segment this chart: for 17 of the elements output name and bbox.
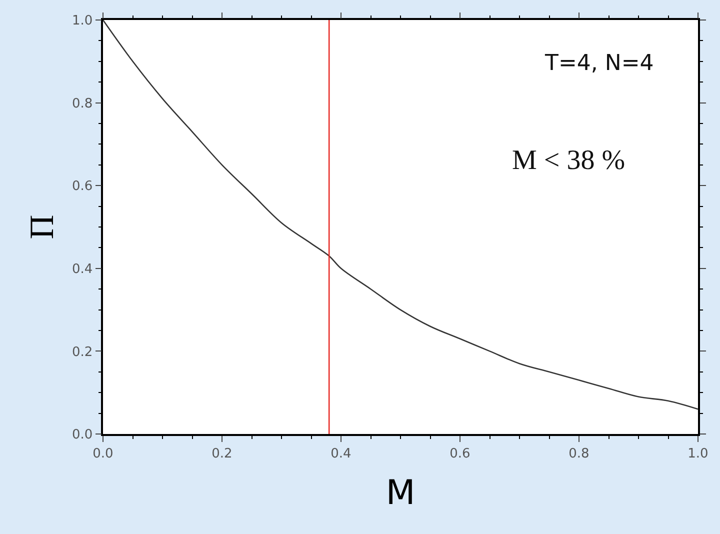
x-tick-label: 0.8 [568,446,590,462]
y-tick-label: 0.2 [72,344,93,360]
x-tick-label: 0.4 [330,446,352,462]
x-axis-title: M [386,473,416,514]
y-tick-label: 0.6 [72,179,93,194]
annotation: T=4, N=4 [544,51,654,76]
y-axis-title: Π [24,214,62,240]
y-tick-label: 0.8 [72,96,93,112]
line-series [103,20,698,410]
x-tick-label: 0.2 [212,446,232,462]
x-tick-label: 0.0 [92,446,114,462]
y-tick-label: 1.0 [72,14,93,29]
y-tick-label: 0.4 [72,262,93,277]
annotation: M < 38 % [512,145,626,176]
x-tick-label: 0.6 [450,446,470,462]
y-tick-label: 0.0 [72,428,93,443]
x-tick-label: 1.0 [688,446,708,462]
